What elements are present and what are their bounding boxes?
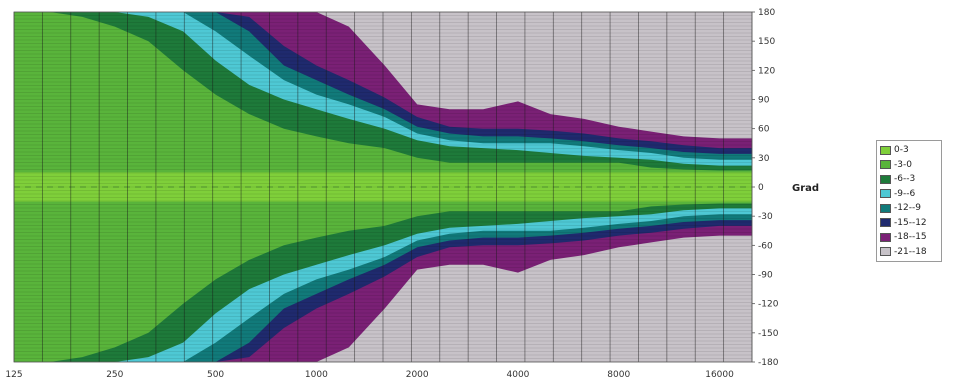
legend-item: -15--12 [880,216,938,231]
legend-item: -12--9 [880,201,938,216]
legend-swatch [880,189,891,199]
x-tick-label: 500 [207,370,224,378]
legend-item: -3-0 [880,158,938,173]
legend-item: -21--18 [880,245,938,260]
legend: 0-3 -3-0 -6--3 -9--6 -12--9 -15--12 -18--15 -21… [876,140,942,262]
legend-swatch [880,160,891,170]
legend-swatch [880,203,891,213]
x-tick-label: 2000 [406,370,429,378]
y-tick-label: -180 [758,358,779,368]
y-tick-label: 60 [758,125,770,135]
legend-label: -6--3 [894,174,916,185]
x-tick-label: 125 [5,370,22,378]
legend-item: 0-3 [880,143,938,158]
legend-swatch [880,145,891,155]
x-tick-label: 16000 [705,370,734,378]
legend-item: -18--15 [880,230,938,245]
legend-label: -18--15 [894,232,927,243]
legend-label: -21--18 [894,246,927,257]
y-tick-label: -150 [758,329,779,339]
y-tick-label: 0 [758,183,764,193]
legend-label: -3-0 [894,159,912,170]
tick-labels: 180 150 120 90 60 30 0 -30 -60 -90 -120 -150 -180 125… [5,8,778,378]
legend-swatch [880,247,891,257]
y-tick-label: -30 [758,212,773,222]
level-bands [14,12,752,362]
y-axis-label: Grad [792,183,819,194]
legend-label: -15--12 [894,217,927,228]
legend-item: -6--3 [880,172,938,187]
y-tick-label: -90 [758,271,773,281]
legend-item: -9--6 [880,187,938,202]
legend-label: 0-3 [894,145,909,156]
x-tick-label: 8000 [607,370,630,378]
y-tick-label: 150 [758,37,775,47]
y-tick-label: 120 [758,66,775,76]
x-tick-label: 1000 [305,370,328,378]
legend-swatch [880,218,891,228]
y-tick-label: 30 [758,154,770,164]
y-tick-label: -60 [758,241,773,251]
legend-label: -9--6 [894,188,916,199]
x-tick-label: 250 [106,370,123,378]
y-tick-label: 180 [758,8,775,18]
y-tick-label: -120 [758,300,779,310]
x-tick-label: 4000 [507,370,530,378]
legend-swatch [880,232,891,242]
legend-label: -12--9 [894,203,921,214]
legend-swatch [880,174,891,184]
y-tick-label: 90 [758,96,770,106]
